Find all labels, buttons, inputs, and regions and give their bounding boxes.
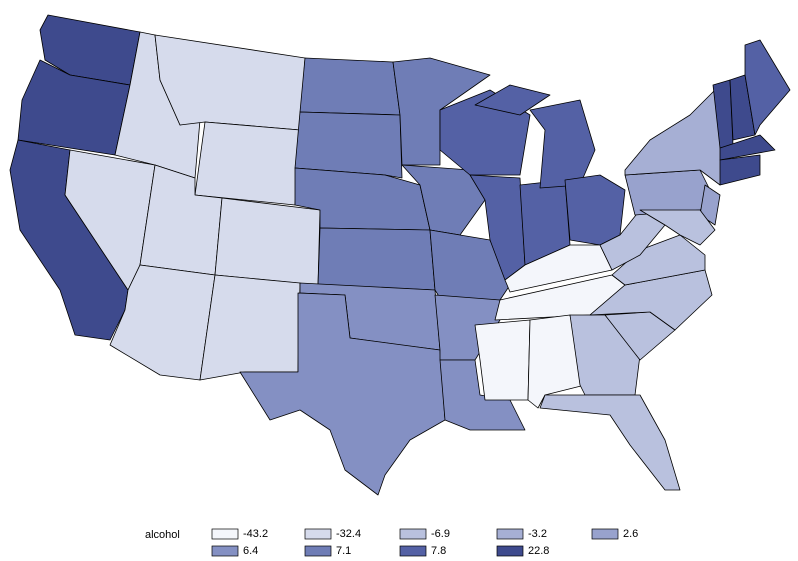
state <box>239 292 446 496</box>
state <box>154 34 306 131</box>
legend-label: -3.2 <box>528 528 547 540</box>
state <box>429 229 511 301</box>
state <box>474 319 531 401</box>
state <box>214 197 321 286</box>
legend-label: 2.6 <box>623 528 638 540</box>
legend-label: 7.1 <box>336 545 351 557</box>
state <box>529 99 596 189</box>
state <box>744 39 791 136</box>
state <box>624 89 731 186</box>
state <box>719 154 761 186</box>
state <box>564 174 626 246</box>
legend-label: -43.2 <box>243 528 268 540</box>
legend: -43.2 -32.4 -6.9 -3.2 2.6 6.4 7.1 7.8 22.8 <box>211 528 638 557</box>
state <box>639 209 716 246</box>
state <box>699 184 721 226</box>
state <box>194 121 301 206</box>
legend-swatch <box>496 528 524 540</box>
state <box>199 274 301 381</box>
state <box>474 84 551 116</box>
legend-swatch <box>211 545 239 557</box>
legend-swatch <box>304 545 332 557</box>
state <box>317 227 436 291</box>
legend-title: alcohol <box>145 529 180 541</box>
legend-swatch <box>399 528 427 540</box>
legend-swatch <box>496 545 524 557</box>
legend-swatch <box>304 528 332 540</box>
legend-swatch <box>399 545 427 557</box>
legend-label: -6.9 <box>431 528 450 540</box>
legend-label: 7.8 <box>431 545 446 557</box>
states <box>9 14 791 496</box>
state <box>299 57 401 116</box>
state <box>539 394 681 491</box>
legend-label: 6.4 <box>243 545 258 557</box>
state <box>294 111 403 179</box>
legend-swatch <box>591 528 619 540</box>
legend-swatch <box>211 528 239 540</box>
state <box>439 359 526 431</box>
legend-label: -32.4 <box>336 528 361 540</box>
legend-label: 22.8 <box>528 545 549 557</box>
state <box>719 134 776 161</box>
